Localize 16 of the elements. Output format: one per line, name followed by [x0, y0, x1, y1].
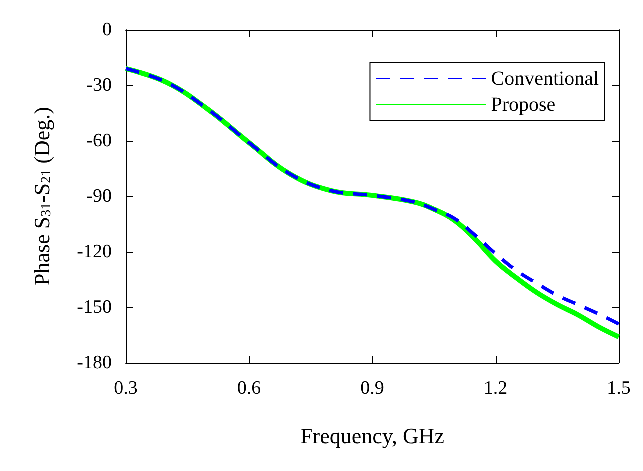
y-axis-title: Phase S31-S21 (Deg.): [30, 107, 54, 286]
legend-label: Conventional: [491, 68, 600, 90]
y-tick-label: -30: [86, 75, 112, 96]
x-tick-label: 0.6: [237, 378, 262, 399]
y-tick-label: -150: [77, 297, 112, 318]
x-tick-label: 1.5: [607, 378, 631, 399]
y-tick-label: -120: [77, 242, 112, 262]
legend-label: Propose: [491, 94, 556, 116]
x-tick-label: 0.9: [360, 378, 384, 399]
y-tick-label: -180: [77, 352, 112, 374]
x-tick-label: 1.2: [484, 378, 508, 399]
x-tick-label: 0.3: [114, 378, 138, 399]
y-tick-label: -60: [86, 130, 112, 152]
y-tick-label: 0: [102, 20, 112, 40]
x-axis-title: Frequency, GHz: [300, 424, 445, 448]
y-tick-label: -90: [86, 186, 112, 207]
